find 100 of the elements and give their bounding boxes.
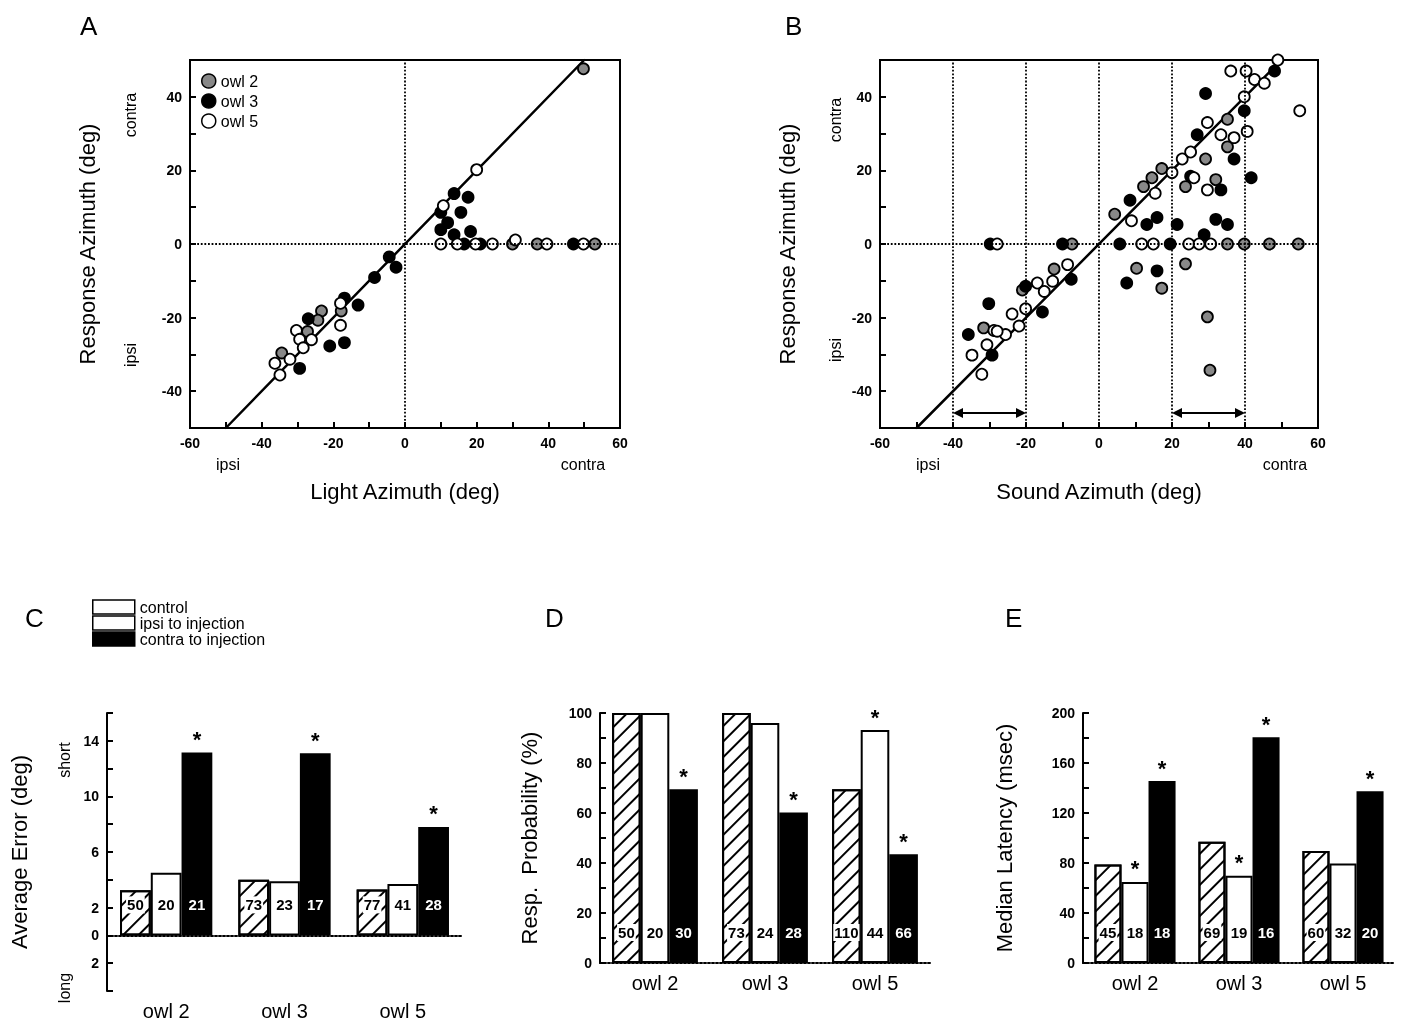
y-tick-label: 40 xyxy=(856,88,873,105)
text: contra xyxy=(121,92,139,138)
legend-label: ipsi to injection xyxy=(139,614,245,632)
annotation: * xyxy=(310,727,320,753)
y-tick-label: 2 xyxy=(91,955,100,972)
chart-title: D xyxy=(545,603,564,633)
text: ipsi xyxy=(915,455,941,473)
y-tick-label: 200 xyxy=(1051,705,1076,721)
y-tick-label: 80 xyxy=(576,755,593,771)
y-axis-title: Response Azimuth (deg) xyxy=(774,123,800,365)
x-tick-label: -60 xyxy=(179,435,201,451)
annotation: 44 xyxy=(866,924,884,941)
y-tick-label: 0 xyxy=(584,955,593,971)
text: long xyxy=(55,972,73,1004)
y-tick-label: 40 xyxy=(576,855,593,871)
chart-title: E xyxy=(1005,603,1023,633)
y-tick-label: 2 xyxy=(91,899,100,916)
text: short xyxy=(55,741,73,778)
annotation: 73 xyxy=(245,896,263,914)
y-tick-label: 20 xyxy=(166,162,183,179)
x-tick-label: owl 2 xyxy=(142,1000,190,1021)
x-tick-label: 40 xyxy=(540,435,557,451)
x-tick-label: owl 5 xyxy=(1319,972,1367,994)
annotation: 24 xyxy=(756,924,774,941)
x-tick-label: owl 3 xyxy=(741,972,789,994)
legend-label: owl 3 xyxy=(220,92,259,110)
x-tick-label: 40 xyxy=(1237,435,1253,451)
y-axis-title: Average Error (deg) xyxy=(6,754,32,950)
annotation: * xyxy=(1130,856,1140,882)
y-axis-title: Response Azimuth (deg) xyxy=(74,123,100,365)
annotation: 50 xyxy=(618,924,635,941)
y-tick-label: 120 xyxy=(1051,805,1076,821)
y-tick-label: 60 xyxy=(576,805,593,821)
annotation: 73 xyxy=(728,924,745,941)
y-axis-title: Median Latency (msec) xyxy=(991,723,1017,953)
x-tick-label: owl 2 xyxy=(631,972,679,994)
x-tick-label: -40 xyxy=(942,435,964,451)
chart-title: B xyxy=(785,11,803,41)
x-tick-label: -40 xyxy=(251,435,272,451)
annotation: * xyxy=(1157,755,1167,781)
annotation: 17 xyxy=(306,896,324,914)
y-tick-label: -20 xyxy=(851,309,873,326)
y-tick-label: 40 xyxy=(166,88,183,105)
y-tick-label: 40 xyxy=(1059,905,1076,921)
annotation: * xyxy=(679,763,689,789)
x-tick-label: owl 3 xyxy=(261,1000,308,1021)
annotation: 20 xyxy=(646,924,664,941)
annotation: 50 xyxy=(127,896,144,914)
y-tick-label: 10 xyxy=(83,788,100,805)
x-tick-label: 0 xyxy=(1095,435,1104,451)
text: ipsi xyxy=(826,337,844,363)
y-tick-label: 6 xyxy=(91,844,100,860)
annotation: 28 xyxy=(425,896,442,914)
legend-label: control xyxy=(139,598,188,616)
annotation: 110 xyxy=(834,924,859,941)
annotation: 30 xyxy=(675,924,692,941)
annotation: 28 xyxy=(785,924,802,941)
y-tick-label: 20 xyxy=(856,162,873,179)
y-tick-label: -40 xyxy=(161,383,183,400)
legend-label: owl 2 xyxy=(220,72,259,90)
y-tick-label: 160 xyxy=(1051,755,1076,771)
text: contra xyxy=(826,97,844,143)
text: contra xyxy=(560,455,606,473)
annotation: * xyxy=(429,801,439,827)
annotation: 77 xyxy=(363,896,381,914)
x-axis-title: Sound Azimuth (deg) xyxy=(996,478,1202,504)
x-tick-label: owl 5 xyxy=(851,972,899,994)
y-tick-label: 0 xyxy=(1067,955,1076,971)
annotation: * xyxy=(1261,711,1271,737)
y-tick-label: 20 xyxy=(576,905,593,921)
x-axis-title: Light Azimuth (deg) xyxy=(310,478,500,504)
x-tick-label: 20 xyxy=(1164,435,1180,451)
y-tick-label: -40 xyxy=(851,383,873,400)
annotation: 66 xyxy=(895,924,912,941)
annotation: 21 xyxy=(188,896,206,914)
x-tick-label: -20 xyxy=(1015,435,1037,451)
x-tick-label: -60 xyxy=(869,435,891,451)
x-tick-label: 60 xyxy=(1310,435,1326,451)
text: ipsi xyxy=(121,342,139,368)
y-tick-label: 0 xyxy=(91,927,100,944)
x-tick-label: 0 xyxy=(401,435,410,451)
annotation: 45 xyxy=(1099,924,1117,941)
y-tick-label: 0 xyxy=(174,236,183,252)
annotation: 19 xyxy=(1230,924,1248,941)
annotation: * xyxy=(1365,765,1375,791)
annotation: 18 xyxy=(1153,924,1171,941)
y-tick-label: 14 xyxy=(83,732,100,749)
annotation: * xyxy=(1234,850,1244,876)
chart-title: C xyxy=(25,603,44,633)
annotation: 69 xyxy=(1203,924,1221,941)
annotation: 20 xyxy=(1361,924,1379,941)
annotation: 41 xyxy=(394,896,412,914)
annotation: 16 xyxy=(1257,924,1275,941)
y-tick-label: 100 xyxy=(568,705,593,721)
text: contra xyxy=(1262,455,1308,473)
annotation: 32 xyxy=(1334,924,1352,941)
annotation: 18 xyxy=(1126,924,1144,941)
y-tick-label: -20 xyxy=(161,309,183,326)
annotation: * xyxy=(192,727,202,753)
x-tick-label: 60 xyxy=(612,435,628,451)
